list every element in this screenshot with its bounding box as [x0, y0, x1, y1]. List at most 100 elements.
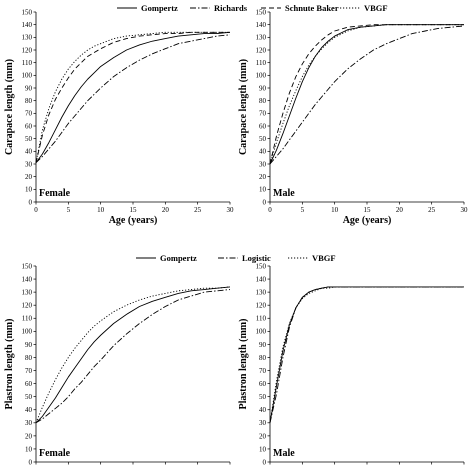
carapace-legend: Gompertz Richards Schnute Baker VBGF — [117, 3, 388, 13]
x-tick-label: 0 — [34, 206, 38, 214]
y-tick-label: 140 — [22, 21, 33, 29]
y-axis-title: Plastron length (mm) — [4, 319, 15, 410]
y-tick-label: 10 — [25, 186, 33, 194]
legend-label-logistic: Logistic — [242, 253, 271, 263]
series-line-vbgf — [35, 31, 230, 163]
y-tick-label: 60 — [25, 380, 33, 388]
y-tick-label: 80 — [259, 354, 267, 362]
y-tick-label: 140 — [256, 275, 267, 283]
y-tick-label: 40 — [259, 148, 267, 156]
y-tick-label: 100 — [256, 328, 267, 336]
panel-label: Female — [39, 448, 71, 459]
series-line-logistic — [35, 289, 231, 424]
y-tick-label: 50 — [25, 135, 33, 143]
y-tick-label: 120 — [22, 46, 33, 54]
y-axis-title: Carapace length (mm) — [238, 59, 249, 155]
y-tick-label: 0 — [263, 198, 267, 206]
series-line-gompertz — [269, 286, 464, 423]
y-tick-label: 30 — [25, 160, 33, 168]
series-line-richards — [269, 25, 465, 165]
series-line-schnute-baker — [35, 31, 230, 163]
y-tick-label: 130 — [256, 34, 267, 42]
y-tick-label: 130 — [22, 289, 33, 297]
y-tick-label: 100 — [22, 72, 33, 80]
legend-label-vbgf: VBGF — [312, 253, 336, 263]
x-tick-label: 20 — [396, 206, 404, 214]
y-tick-label: 30 — [25, 419, 33, 427]
plastron-female-panel: 0102030405060708090100110120130140150051… — [4, 262, 234, 467]
series-line-gompertz — [35, 286, 231, 424]
y-tick-label: 120 — [22, 302, 33, 310]
panel-label: Female — [39, 188, 71, 199]
y-tick-label: 60 — [259, 380, 267, 388]
y-tick-label: 150 — [22, 8, 33, 16]
plastron-legend: Gompertz Logistic VBGF — [136, 253, 336, 263]
y-tick-label: 0 — [263, 458, 267, 466]
legend-item-schnute-baker: Schnute Baker — [261, 3, 339, 13]
series-line-gompertz — [269, 24, 464, 165]
y-tick-label: 80 — [25, 97, 33, 105]
x-tick-label: 30 — [227, 206, 235, 214]
series-line-vbgf — [269, 286, 464, 423]
y-tick-label: 10 — [259, 445, 267, 453]
y-tick-label: 90 — [259, 341, 267, 349]
panel-label: Male — [273, 448, 295, 459]
x-tick-label: 10 — [331, 206, 339, 214]
y-tick-label: 80 — [259, 97, 267, 105]
series-line-vbgf — [35, 286, 231, 423]
y-tick-label: 20 — [25, 173, 33, 181]
y-tick-label: 20 — [259, 432, 267, 440]
x-tick-label: 10 — [97, 206, 105, 214]
legend-label-gompertz: Gompertz — [141, 3, 178, 13]
legend-label-gompertz: Gompertz — [160, 253, 197, 263]
plastron-male-panel: 0102030405060708090100110120130140150051… — [238, 262, 468, 467]
x-tick-label: 25 — [428, 206, 436, 214]
x-axis-title: Age (years) — [343, 215, 392, 226]
x-tick-label: 0 — [268, 206, 272, 214]
x-tick-label: 15 — [130, 206, 138, 214]
legend-item-gompertz: Gompertz — [136, 253, 197, 263]
y-tick-label: 50 — [25, 393, 33, 401]
x-tick-label: 5 — [67, 206, 71, 214]
y-tick-label: 60 — [259, 122, 267, 130]
y-tick-label: 120 — [256, 302, 267, 310]
y-tick-label: 70 — [259, 367, 267, 375]
y-tick-label: 140 — [256, 21, 267, 29]
y-tick-label: 80 — [25, 354, 33, 362]
y-tick-label: 90 — [25, 341, 33, 349]
y-axis-title: Plastron length (mm) — [238, 319, 249, 410]
y-tick-label: 40 — [259, 406, 267, 414]
y-tick-label: 50 — [259, 135, 267, 143]
series-line-logistic — [269, 286, 464, 423]
y-tick-label: 20 — [259, 173, 267, 181]
x-tick-label: 15 — [364, 206, 372, 214]
y-tick-label: 0 — [29, 458, 33, 466]
y-tick-label: 90 — [25, 84, 33, 92]
series-line-vbgf — [269, 24, 464, 165]
carapace-female-panel: 0 10 20 30 40 50 60 70 80 90 100 110 120 130 140 150 0 5 1… — [4, 8, 234, 226]
y-tick-label: 100 — [256, 72, 267, 80]
y-axis-title: Carapace length (mm) — [4, 59, 15, 155]
y-tick-label: 40 — [25, 148, 33, 156]
legend-item-vbgf: VBGF — [340, 3, 388, 13]
legend-item-richards: Richards — [190, 3, 248, 13]
y-tick-label: 0 — [29, 198, 33, 206]
legend-item-gompertz: Gompertz — [117, 3, 178, 13]
y-tick-label: 110 — [256, 59, 267, 67]
legend-item-logistic: Logistic — [218, 253, 271, 263]
y-tick-label: 120 — [256, 46, 267, 54]
legend-label-vbgf: VBGF — [364, 3, 388, 13]
legend-label-schnute-baker: Schnute Baker — [285, 3, 339, 13]
legend-label-richards: Richards — [214, 3, 248, 13]
y-tick-label: 140 — [22, 275, 33, 283]
x-tick-label: 20 — [162, 206, 170, 214]
y-tick-label: 20 — [25, 432, 33, 440]
series-line-richards — [35, 34, 231, 164]
y-tick-label: 130 — [256, 289, 267, 297]
y-tick-label: 30 — [259, 419, 267, 427]
y-tick-label: 130 — [22, 34, 33, 42]
y-tick-label: 110 — [22, 315, 33, 323]
y-tick-label: 150 — [22, 262, 33, 270]
y-tick-label: 150 — [256, 8, 267, 16]
